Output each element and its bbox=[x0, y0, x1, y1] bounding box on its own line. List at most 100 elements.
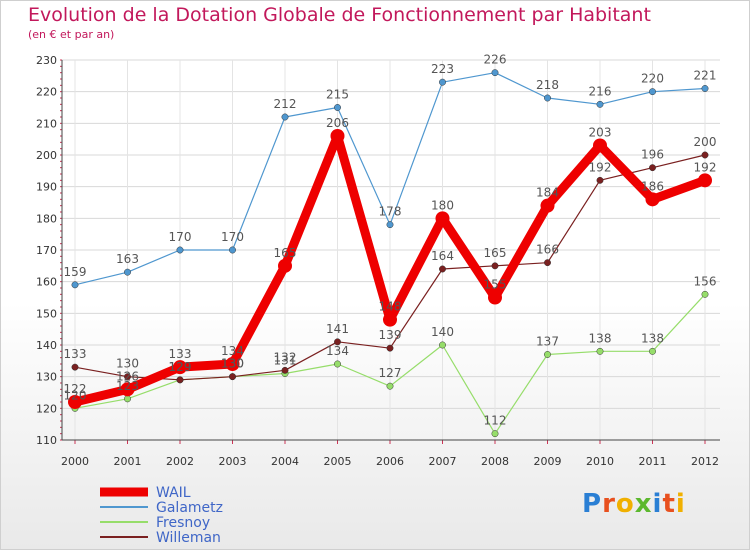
data-label: 137 bbox=[536, 335, 559, 349]
data-point bbox=[649, 164, 656, 172]
data-point bbox=[596, 347, 604, 355]
legend-label: WAIL bbox=[156, 485, 191, 501]
data-label: 130 bbox=[116, 357, 139, 371]
data-point bbox=[439, 265, 446, 273]
data-label: 134 bbox=[326, 344, 349, 358]
data-label: 165 bbox=[274, 246, 297, 260]
data-point bbox=[701, 151, 709, 159]
data-point bbox=[334, 338, 341, 346]
y-tick-label: 200 bbox=[36, 149, 57, 162]
data-point bbox=[701, 85, 709, 92]
data-label: 126 bbox=[116, 369, 139, 383]
x-tick-label: 2001 bbox=[114, 455, 142, 468]
logo-letter: i bbox=[675, 489, 686, 519]
data-label: 186 bbox=[641, 179, 664, 193]
data-label: 170 bbox=[169, 230, 192, 244]
data-label: 140 bbox=[431, 325, 454, 339]
logo-letter: i bbox=[652, 489, 663, 519]
data-label: 206 bbox=[326, 116, 349, 130]
data-label: 138 bbox=[641, 331, 664, 345]
logo-letter: t bbox=[662, 489, 676, 519]
data-point bbox=[491, 430, 499, 438]
data-label: 221 bbox=[694, 69, 717, 83]
data-point bbox=[334, 360, 341, 368]
data-label: 216 bbox=[589, 84, 612, 98]
y-tick-label: 160 bbox=[36, 276, 57, 289]
data-label: 218 bbox=[536, 78, 559, 92]
y-tick-label: 190 bbox=[36, 181, 57, 194]
data-label: 165 bbox=[484, 246, 507, 260]
data-point bbox=[540, 198, 555, 213]
data-label: 226 bbox=[484, 53, 507, 67]
data-label: 129 bbox=[169, 360, 192, 374]
data-label: 139 bbox=[379, 328, 402, 342]
proxiti-logo: Proxiti bbox=[582, 489, 686, 519]
x-tick-label: 2008 bbox=[481, 455, 509, 468]
data-label: 192 bbox=[694, 160, 717, 174]
series-points bbox=[68, 69, 712, 438]
data-point bbox=[701, 290, 709, 298]
legend-label: Fresnoy bbox=[156, 515, 210, 531]
data-label: 220 bbox=[641, 72, 664, 86]
y-tick-label: 170 bbox=[36, 244, 57, 257]
data-point bbox=[435, 211, 450, 226]
data-point bbox=[386, 344, 394, 352]
x-tick-label: 2010 bbox=[586, 455, 614, 468]
data-point bbox=[71, 281, 79, 289]
chart-title: Evolution de la Dotation Globale de Fonc… bbox=[28, 4, 651, 26]
y-tick-label: 230 bbox=[36, 54, 57, 67]
data-label: 164 bbox=[431, 249, 454, 263]
data-labels: 122 126 133 134 165 206 148 180 155 184 203 186 192 1… bbox=[64, 53, 717, 428]
data-point bbox=[330, 129, 345, 143]
x-tick-label: 2007 bbox=[429, 455, 457, 468]
data-point bbox=[386, 382, 394, 390]
data-label: 212 bbox=[274, 97, 297, 111]
legend-label: Willeman bbox=[156, 530, 221, 546]
data-point bbox=[386, 221, 394, 229]
x-tick-label: 2009 bbox=[534, 455, 562, 468]
y-tick-label: 220 bbox=[36, 86, 57, 99]
data-point bbox=[649, 88, 656, 96]
y-tick-label: 140 bbox=[36, 339, 57, 352]
data-label: 159 bbox=[64, 265, 87, 279]
data-point bbox=[544, 351, 551, 358]
chart-subtitle: (en € et par an) bbox=[28, 28, 115, 41]
data-point bbox=[439, 341, 446, 349]
data-label: 215 bbox=[326, 88, 349, 102]
y-tick-label: 110 bbox=[36, 434, 57, 447]
x-tick-label: 2000 bbox=[61, 455, 89, 468]
data-point bbox=[278, 258, 292, 273]
legend-label: Galametz bbox=[156, 500, 223, 516]
data-label: 163 bbox=[116, 252, 139, 266]
data-point bbox=[173, 360, 187, 375]
data-label: 196 bbox=[641, 148, 664, 162]
data-point bbox=[124, 268, 131, 276]
data-label: 203 bbox=[589, 126, 612, 140]
data-label: 127 bbox=[379, 366, 402, 380]
data-point bbox=[176, 246, 184, 254]
data-point bbox=[120, 382, 135, 397]
data-point bbox=[645, 192, 660, 207]
data-point bbox=[281, 366, 289, 374]
data-label: 134 bbox=[221, 344, 244, 358]
data-point bbox=[334, 104, 341, 111]
data-point bbox=[596, 100, 604, 108]
tick-labels: 110 120 130 140 150 160 170 180 190 200 210 220 230 2… bbox=[36, 54, 719, 468]
data-point bbox=[439, 78, 446, 86]
data-point bbox=[383, 312, 397, 327]
data-label: 129 bbox=[169, 360, 192, 374]
data-label: 138 bbox=[589, 331, 612, 345]
data-label: 155 bbox=[484, 278, 507, 292]
data-label: 192 bbox=[589, 160, 612, 174]
data-point bbox=[71, 363, 79, 371]
logo-letter: P bbox=[582, 489, 603, 519]
data-label: 180 bbox=[431, 198, 454, 212]
data-point bbox=[596, 176, 604, 184]
data-label: 166 bbox=[536, 243, 559, 257]
data-point bbox=[488, 290, 502, 305]
x-tick-label: 2011 bbox=[639, 455, 667, 468]
data-point bbox=[491, 69, 499, 77]
data-point bbox=[124, 395, 131, 403]
x-tick-label: 2012 bbox=[691, 455, 719, 468]
